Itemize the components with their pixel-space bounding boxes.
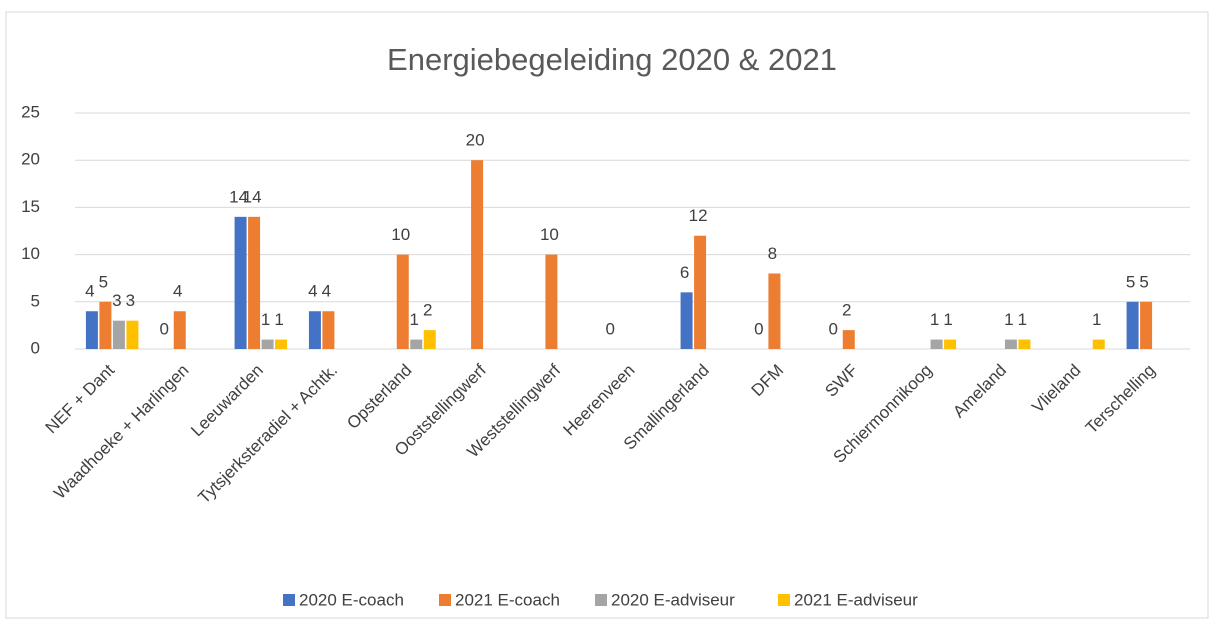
data-label: 1 <box>274 310 283 329</box>
legend-swatch <box>595 594 607 606</box>
data-label: 3 <box>126 291 135 310</box>
bar <box>1004 339 1017 349</box>
y-tick-label: 15 <box>21 197 40 216</box>
data-label: 14 <box>243 187 262 206</box>
data-label: 8 <box>768 244 777 263</box>
bar <box>99 301 112 349</box>
bar <box>1092 339 1105 349</box>
data-label: 10 <box>540 225 559 244</box>
data-label: 0 <box>606 319 615 338</box>
data-label: 4 <box>173 282 182 301</box>
data-label: 6 <box>680 263 689 282</box>
bar <box>680 292 693 349</box>
bar <box>471 160 484 349</box>
data-label: 3 <box>112 291 121 310</box>
legend-swatch <box>283 594 295 606</box>
y-tick-label: 10 <box>21 244 40 263</box>
bar <box>545 254 558 349</box>
data-label: 4 <box>308 282 317 301</box>
bar <box>410 339 423 349</box>
bar <box>944 339 957 349</box>
bar <box>275 339 288 349</box>
bar <box>930 339 943 349</box>
data-label: 1 <box>1004 310 1013 329</box>
y-tick-label: 20 <box>21 150 40 169</box>
data-label: 1 <box>1092 310 1101 329</box>
bar <box>768 273 781 349</box>
data-label: 2 <box>423 301 432 320</box>
data-label: 0 <box>754 319 763 338</box>
legend-swatch <box>439 594 451 606</box>
legend-swatch <box>778 594 790 606</box>
bar <box>248 216 261 349</box>
bar <box>1126 301 1139 349</box>
data-label: 14 <box>229 187 248 206</box>
bar <box>261 339 274 349</box>
data-label: 0 <box>829 319 838 338</box>
chart-border <box>5 11 1209 619</box>
data-label: 1 <box>410 310 419 329</box>
data-label: 5 <box>99 272 108 291</box>
data-label: 4 <box>322 282 331 301</box>
y-tick-label: 5 <box>31 291 40 310</box>
y-tick-label: 0 <box>31 338 40 357</box>
bar <box>173 311 186 349</box>
chart-title: Energiebegeleiding 2020 & 2021 <box>387 42 837 77</box>
bar <box>694 235 707 349</box>
data-label: 2 <box>842 301 851 320</box>
data-label: 1 <box>1018 310 1027 329</box>
data-label: 20 <box>466 131 485 150</box>
data-label: 5 <box>1139 272 1148 291</box>
legend-label: 2020 E-adviseur <box>611 590 735 609</box>
bar <box>1018 339 1031 349</box>
data-label: 5 <box>1126 272 1135 291</box>
legend-label: 2021 E-adviseur <box>794 590 918 609</box>
data-label: 12 <box>689 206 708 225</box>
bar <box>842 330 855 349</box>
data-label: 1 <box>943 310 952 329</box>
data-label: 10 <box>391 225 410 244</box>
data-label: 4 <box>85 282 94 301</box>
bar <box>396 254 409 349</box>
bar <box>85 311 98 349</box>
bar <box>308 311 321 349</box>
bar <box>126 320 139 349</box>
bar <box>112 320 125 349</box>
bar <box>234 216 247 349</box>
data-label: 1 <box>930 310 939 329</box>
data-label: 0 <box>160 319 169 338</box>
data-label: 1 <box>261 310 270 329</box>
legend-label: 2021 E-coach <box>455 590 560 609</box>
bar <box>423 330 436 349</box>
y-tick-label: 25 <box>21 102 40 121</box>
bar <box>1140 301 1153 349</box>
bar <box>322 311 335 349</box>
legend-label: 2020 E-coach <box>299 590 404 609</box>
